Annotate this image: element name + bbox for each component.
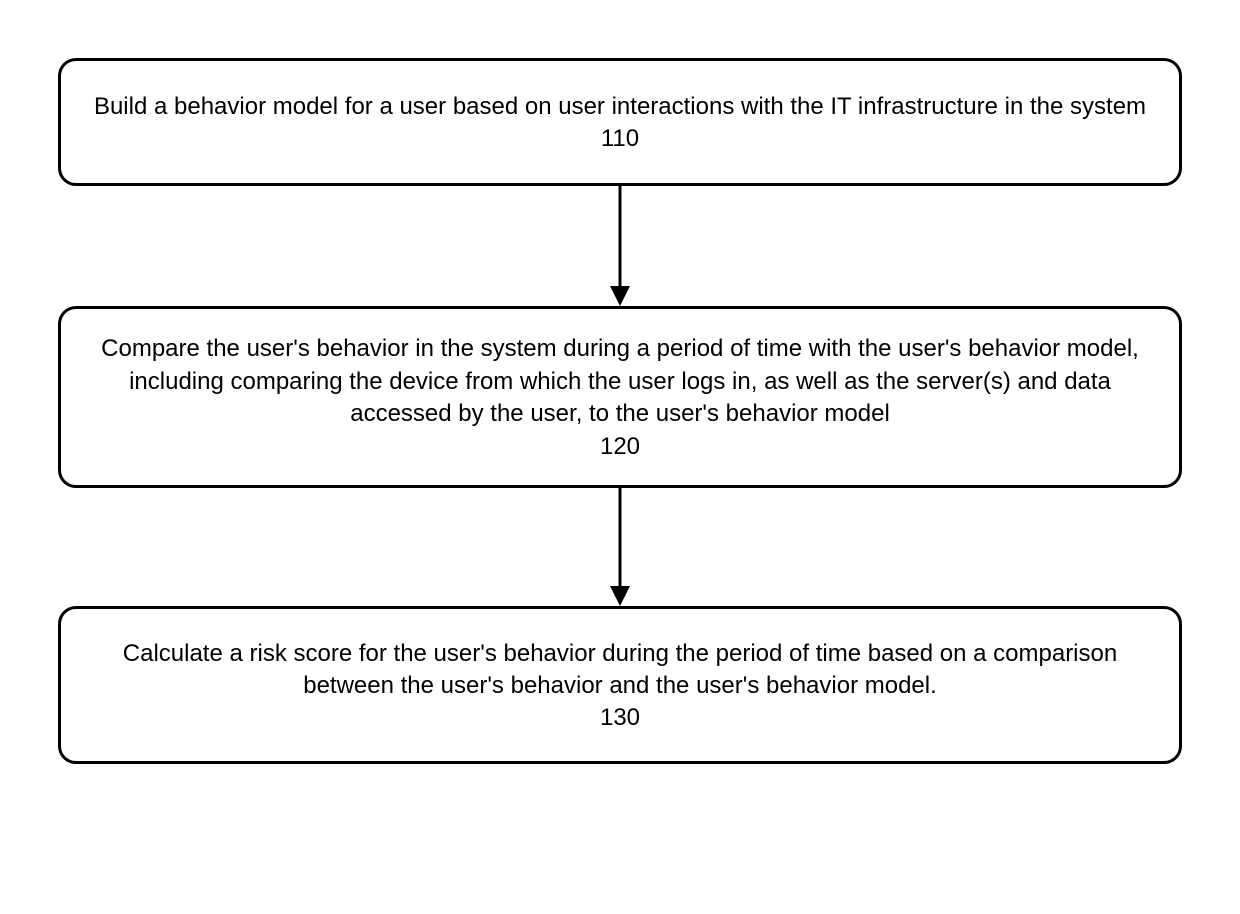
step-2-text: Compare the user's behavior in the syste… xyxy=(91,333,1149,430)
arrow-1 xyxy=(58,186,1182,306)
flowchart-step-2: Compare the user's behavior in the syste… xyxy=(58,306,1182,488)
step-3-text: Calculate a risk score for the user's be… xyxy=(91,638,1149,703)
step-1-text: Build a behavior model for a user based … xyxy=(94,91,1146,123)
arrow-2 xyxy=(58,488,1182,606)
flowchart-step-1: Build a behavior model for a user based … xyxy=(58,58,1182,186)
flowchart-step-3: Calculate a risk score for the user's be… xyxy=(58,606,1182,764)
step-1-number: 110 xyxy=(601,125,639,153)
step-2-number: 120 xyxy=(600,433,640,461)
arrow-down-icon xyxy=(605,186,635,306)
step-3-number: 130 xyxy=(600,704,640,732)
arrow-down-icon xyxy=(605,488,635,606)
flowchart-container: Build a behavior model for a user based … xyxy=(58,58,1182,764)
